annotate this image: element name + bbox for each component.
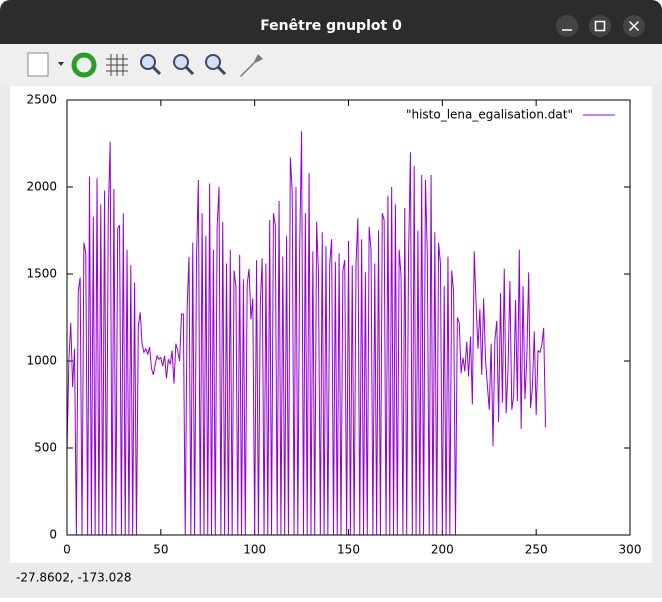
maximize-icon: [594, 20, 606, 32]
x-tick-label: 50: [153, 543, 168, 557]
zoom-in-handle: [184, 65, 195, 76]
plot-border: [66, 99, 631, 536]
minimize-button[interactable]: [556, 15, 578, 37]
zoom-reset-button[interactable]: [205, 54, 221, 70]
y-tick-label: 2500: [26, 93, 57, 107]
data-line: [66, 131, 547, 536]
toolbar: [0, 44, 662, 85]
y-tick-label: 500: [34, 441, 57, 455]
title-bar: [0, 0, 662, 44]
y-tick-label: 2000: [26, 180, 57, 194]
close-icon: [628, 20, 640, 32]
zoom-out-handle: [151, 65, 162, 76]
x-tick-label: 0: [63, 543, 71, 557]
zoom-out-button[interactable]: [140, 54, 156, 70]
grid-button[interactable]: [106, 54, 128, 76]
replot-button[interactable]: [71, 52, 97, 78]
y-tick-label: 0: [49, 528, 57, 542]
x-tick-label: 150: [337, 543, 360, 557]
export-button[interactable]: [27, 52, 49, 77]
maximize-button[interactable]: [589, 15, 611, 37]
export-menu[interactable]: [58, 62, 64, 66]
window-title: Fenêtre gnuplot 0: [260, 18, 402, 34]
y-tick-label: 1000: [26, 354, 57, 368]
toolbar-icons: [27, 52, 263, 78]
status-bar: [0, 564, 662, 598]
x-tick-label: 200: [431, 543, 454, 557]
y-tick-label: 1500: [26, 267, 57, 281]
x-tick-label: 300: [619, 543, 642, 557]
x-tick-label: 250: [525, 543, 548, 557]
x-tick-label: 100: [243, 543, 266, 557]
zoom-in-button[interactable]: [173, 54, 189, 70]
chart: 0 500 1000 1500 2000 2500 0 50 100 150 200 250 300 "h…: [26, 93, 641, 557]
legend-label: "histo_lena_egalisation.dat": [406, 108, 573, 122]
window-buttons: [556, 15, 645, 37]
status-text: -27.8602, -173.028: [16, 571, 132, 585]
settings-button[interactable]: [240, 54, 263, 77]
zoom-reset-handle: [216, 65, 227, 76]
